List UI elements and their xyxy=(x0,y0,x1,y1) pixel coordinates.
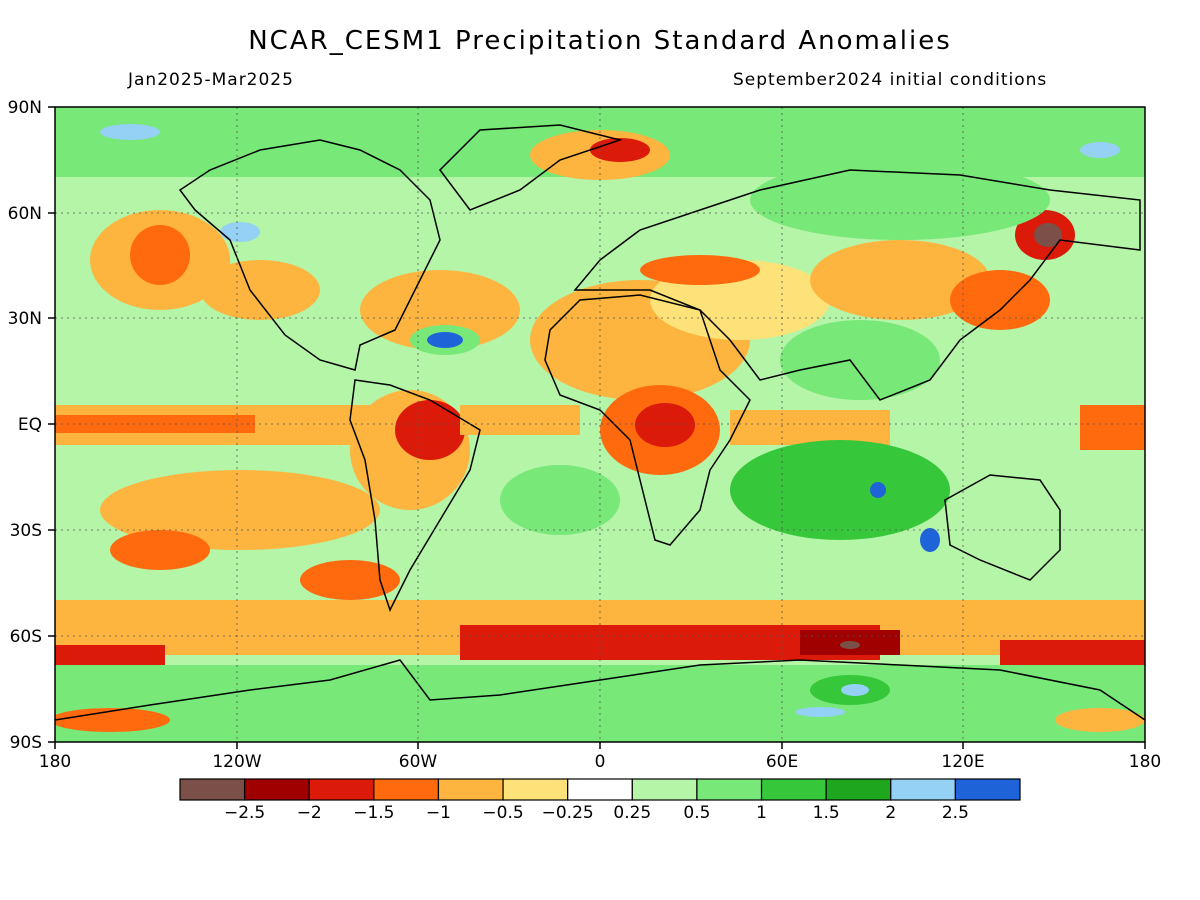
colorbar-swatch xyxy=(373,778,440,801)
graticule xyxy=(55,107,1145,742)
lon-label: 60E xyxy=(766,752,798,772)
colorbar-tick-label: −2.5 xyxy=(224,803,265,823)
colorbar-swatch xyxy=(502,778,569,801)
lon-label: 180 xyxy=(39,752,71,772)
colorbar-swatch xyxy=(825,778,892,801)
colorbar-labels: −2.5 −2 −1.5 −1 −0.5 −0.25 0.25 0.5 1 1.5 2 2.5 xyxy=(224,803,969,823)
colorbar-tick-label: 2 xyxy=(885,803,896,823)
lat-label: 30S xyxy=(10,521,42,541)
colorbar-swatch xyxy=(179,778,246,801)
lat-label: 90S xyxy=(10,733,42,753)
latitude-labels: 90N 60N 30N EQ 30S 60S 90S xyxy=(8,98,42,753)
colorbar-swatch xyxy=(308,778,375,801)
axis-ticks xyxy=(48,106,1146,749)
period-label: Jan2025-Mar2025 xyxy=(128,70,294,90)
colorbar-tick-label: 2.5 xyxy=(942,803,969,823)
colorbar-tick-label: −1.5 xyxy=(353,803,394,823)
colorbar-swatch xyxy=(567,778,633,801)
colorbar-tick-label: −2 xyxy=(297,803,322,823)
lon-label: 120E xyxy=(941,752,984,772)
anomaly-field xyxy=(55,107,1145,742)
colorbar-swatch xyxy=(437,778,504,801)
lon-label: 0 xyxy=(595,752,606,772)
colorbar-tick-label: −1 xyxy=(426,803,451,823)
colorbar-tick-label: 0.25 xyxy=(613,803,651,823)
coastlines xyxy=(55,124,1145,721)
colorbar-tick-label: 1 xyxy=(756,803,767,823)
colorbar-swatch xyxy=(890,778,956,801)
colorbar-tick-label: 1.5 xyxy=(813,803,840,823)
colorbar-swatch xyxy=(696,778,763,801)
longitude-labels: 180 120W 60W 0 60E 120E 180 xyxy=(39,752,1161,772)
lat-label: 60S xyxy=(10,627,42,647)
colorbar-swatch xyxy=(954,778,1021,801)
chart-title: NCAR_CESM1 Precipitation Standard Anomal… xyxy=(248,26,952,56)
colorbar-tick-label: −0.5 xyxy=(482,803,523,823)
lon-label: 180 xyxy=(1129,752,1161,772)
colorbar-swatch xyxy=(244,778,310,801)
lat-label: EQ xyxy=(18,415,42,435)
lat-label: 90N xyxy=(8,98,42,118)
colorbar-tick-label: −0.25 xyxy=(542,803,594,823)
initial-conditions-label: September2024 initial conditions xyxy=(733,70,1048,90)
colorbar xyxy=(179,778,1021,801)
colorbar-swatch xyxy=(760,778,827,801)
lat-label: 30N xyxy=(8,309,42,329)
lon-label: 60W xyxy=(399,752,438,772)
colorbar-swatch xyxy=(631,778,698,801)
colorbar-tick-label: 0.5 xyxy=(683,803,710,823)
lat-label: 60N xyxy=(8,204,42,224)
lon-label: 120W xyxy=(212,752,261,772)
